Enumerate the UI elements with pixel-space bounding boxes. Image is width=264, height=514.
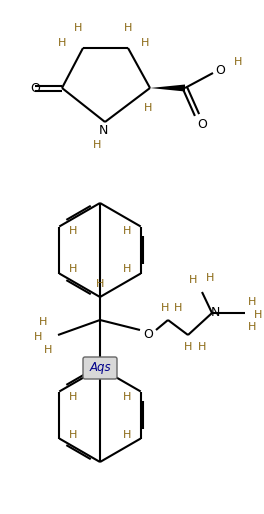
Text: H: H [58,38,66,48]
Text: H: H [174,303,182,313]
Text: H: H [69,265,78,274]
Text: O: O [30,82,40,95]
Text: H: H [96,279,104,289]
Text: H: H [189,275,197,285]
Text: O: O [143,327,153,340]
Text: H: H [34,332,42,342]
Text: H: H [198,342,206,352]
Text: N: N [210,306,220,320]
Text: H: H [248,322,256,332]
FancyBboxPatch shape [83,357,117,379]
Text: H: H [234,57,242,67]
Text: H: H [39,317,47,327]
Text: H: H [93,140,101,150]
Text: H: H [69,430,78,439]
Text: H: H [44,345,52,355]
Text: H: H [74,23,82,33]
Text: H: H [206,273,214,283]
Text: H: H [124,23,132,33]
Text: O: O [197,119,207,132]
Text: H: H [144,103,152,113]
Text: H: H [122,227,131,236]
Text: H: H [248,297,256,307]
Text: Aqs: Aqs [89,361,111,375]
Text: H: H [122,265,131,274]
Text: N: N [98,123,108,137]
Text: H: H [122,392,131,401]
Text: H: H [184,342,192,352]
Text: H: H [254,310,262,320]
Text: H: H [161,303,169,313]
Text: H: H [122,430,131,439]
Text: O: O [215,64,225,77]
Text: H: H [69,392,78,401]
Text: H: H [69,227,78,236]
Text: H: H [141,38,149,48]
Polygon shape [150,84,185,91]
